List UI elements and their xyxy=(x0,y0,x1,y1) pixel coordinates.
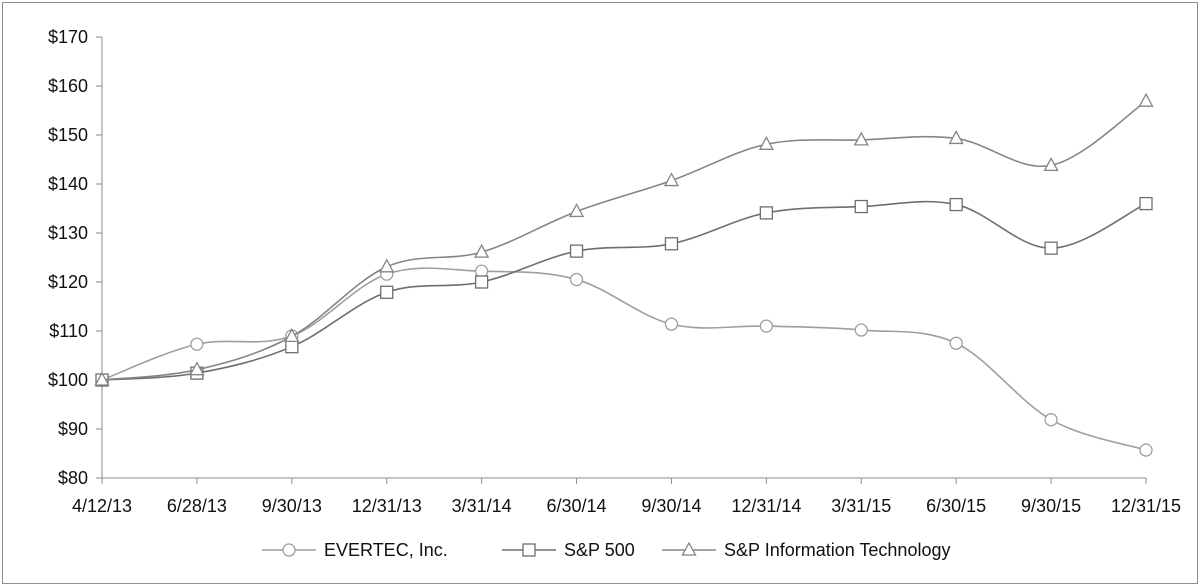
data-point xyxy=(759,319,774,333)
legend-label: S&P 500 xyxy=(564,540,635,560)
data-point xyxy=(474,275,489,289)
data-point xyxy=(379,258,395,273)
data-point xyxy=(854,323,868,337)
data-point xyxy=(189,361,205,376)
legend-marker xyxy=(522,543,536,557)
series-line xyxy=(101,200,1147,381)
legend-marker xyxy=(282,543,296,557)
data-point xyxy=(758,135,774,150)
x-tick-label: 6/30/14 xyxy=(547,496,607,516)
legend-label: S&P Information Technology xyxy=(724,540,950,560)
y-tick-label: $150 xyxy=(48,125,88,145)
legend: EVERTEC, Inc. S&P 500 S&P Information Tech… xyxy=(262,540,950,560)
data-point xyxy=(380,285,394,299)
series-line xyxy=(101,100,1147,381)
data-point xyxy=(1043,157,1059,172)
series-lines xyxy=(94,92,1154,457)
data-point xyxy=(284,328,300,343)
data-point xyxy=(663,172,680,187)
legend-item: EVERTEC, Inc. xyxy=(262,540,448,560)
x-tick-label: 12/31/14 xyxy=(731,496,801,516)
data-point xyxy=(190,337,204,351)
x-tick-label: 9/30/15 xyxy=(1021,496,1081,516)
data-point xyxy=(759,206,774,220)
x-tick-label: 9/30/13 xyxy=(262,496,322,516)
data-point xyxy=(949,336,963,350)
x-tick-label: 12/31/15 xyxy=(1111,496,1181,516)
data-point xyxy=(853,131,869,146)
data-point xyxy=(474,243,490,258)
data-point xyxy=(1138,92,1154,107)
x-tick-label: 3/31/14 xyxy=(452,496,512,516)
data-point xyxy=(94,371,110,386)
y-tick-label: $170 xyxy=(48,27,88,47)
legend-item: S&P 500 xyxy=(502,540,635,560)
axes: $80 $90 $100 $110 $120 $130 $140 $150 $160 $170 4/… xyxy=(48,27,1181,516)
data-point xyxy=(1139,196,1153,211)
data-point xyxy=(949,197,963,212)
series-1 xyxy=(95,196,1153,387)
data-point xyxy=(568,203,585,218)
x-tick-label: 12/31/13 xyxy=(352,496,422,516)
legend-label: EVERTEC, Inc. xyxy=(324,540,448,560)
x-tick-label: 6/30/15 xyxy=(926,496,986,516)
data-point xyxy=(1139,443,1153,457)
data-point xyxy=(1044,241,1058,255)
y-tick-label: $130 xyxy=(48,223,88,243)
y-tick-label: $100 xyxy=(48,370,88,390)
y-tick-label: $160 xyxy=(48,76,88,96)
y-tick-label: $110 xyxy=(49,321,88,341)
y-tick-label: $120 xyxy=(48,272,88,292)
y-tick-label: $90 xyxy=(58,419,88,439)
data-point xyxy=(948,130,964,145)
data-point xyxy=(285,340,299,354)
legend-marker xyxy=(681,541,697,556)
legend-item: S&P Information Technology xyxy=(662,540,950,560)
data-point xyxy=(664,237,679,251)
data-point xyxy=(569,244,584,258)
x-tick-label: 4/12/13 xyxy=(72,496,132,516)
y-tick-label: $140 xyxy=(48,174,88,194)
data-point xyxy=(854,199,868,214)
y-tick-label: $80 xyxy=(58,468,88,488)
data-point xyxy=(664,317,679,331)
x-tick-label: 3/31/15 xyxy=(831,496,891,516)
data-point xyxy=(569,272,584,287)
series-2 xyxy=(94,92,1154,386)
data-point xyxy=(1044,413,1058,427)
x-tick-label: 6/28/13 xyxy=(167,496,227,516)
x-tick-label: 9/30/14 xyxy=(641,496,701,516)
series-line xyxy=(101,267,1147,451)
